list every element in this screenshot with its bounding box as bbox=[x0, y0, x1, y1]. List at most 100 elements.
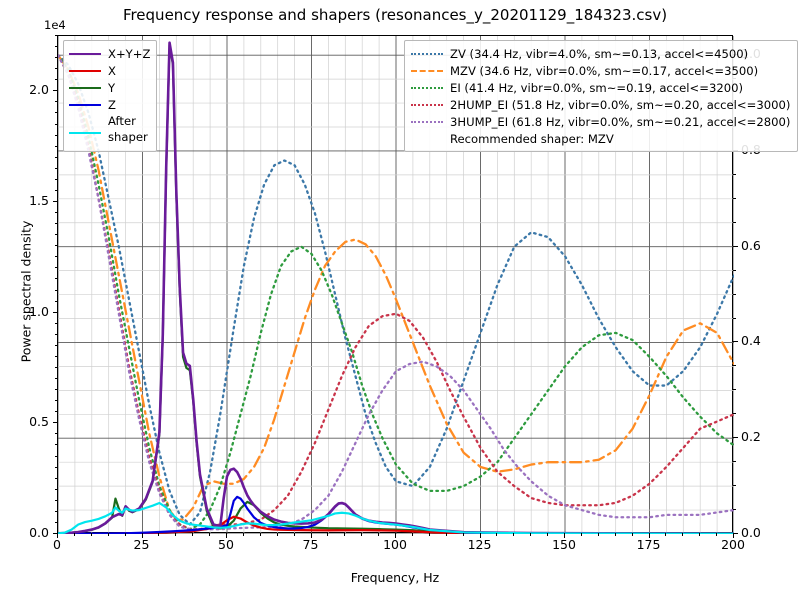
legend-shapers[interactable]: ZV (34.4 Hz, vibr=4.0%, sm~=0.13, accel<… bbox=[404, 40, 799, 152]
shaper-curve-2hump_ei bbox=[58, 54, 734, 531]
tick-mark bbox=[54, 79, 57, 81]
y-axis-right-tick-label: 0.4 bbox=[741, 333, 761, 349]
y-axis-left-tick-label: 0.5 bbox=[29, 414, 49, 430]
legend-swatch-line bbox=[411, 52, 443, 55]
tick-mark bbox=[54, 378, 57, 380]
y-axis-left-tick-label: 0.0 bbox=[29, 525, 49, 540]
legend-swatch-line bbox=[411, 103, 443, 106]
tick-mark bbox=[716, 533, 718, 536]
legend-item[interactable]: X+Y+Z bbox=[69, 45, 150, 62]
tick-mark bbox=[54, 46, 57, 48]
x-axis-title: Frequency, Hz bbox=[350, 570, 440, 585]
legend-item[interactable]: EI (41.4 Hz, vibr=0.0%, sm~=0.19, accel<… bbox=[411, 79, 790, 96]
legend-item-label: Z bbox=[108, 97, 116, 112]
psd-curve-after-shaper bbox=[58, 501, 734, 534]
y-axis-right-tick-label: 0.2 bbox=[741, 429, 761, 445]
shaper-curve-zv bbox=[58, 54, 734, 526]
tick-mark bbox=[597, 533, 599, 536]
tick-mark bbox=[54, 156, 57, 158]
tick-mark bbox=[54, 189, 57, 191]
legend-item-label: X+Y+Z bbox=[108, 46, 151, 61]
tick-mark bbox=[209, 533, 211, 536]
tick-mark bbox=[733, 173, 736, 175]
legend-item-label: EI (41.4 Hz, vibr=0.0%, sm~=0.19, accel<… bbox=[450, 80, 743, 95]
tick-mark bbox=[54, 322, 57, 324]
tick-mark bbox=[54, 389, 57, 391]
tick-mark bbox=[733, 509, 736, 511]
legend-item[interactable]: 2HUMP_EI (51.8 Hz, vibr=0.0%, sm~=0.20, … bbox=[411, 96, 790, 113]
legend-line-swatch bbox=[69, 98, 101, 112]
legend-swatch-line bbox=[69, 52, 101, 55]
x-axis-tick-label: 175 bbox=[636, 537, 661, 552]
tick-mark bbox=[141, 533, 143, 538]
recommended-shaper-note: Recommended shaper: MZV bbox=[411, 130, 790, 147]
tick-mark bbox=[192, 533, 194, 536]
tick-mark bbox=[52, 201, 57, 202]
legend-item[interactable]: After shaper bbox=[69, 113, 150, 147]
tick-mark bbox=[54, 68, 57, 70]
legend-item[interactable]: 3HUMP_EI (61.8 Hz, vibr=0.0%, sm~=0.21, … bbox=[411, 113, 790, 130]
tick-mark bbox=[733, 221, 736, 223]
recommended-shaper-label: Recommended shaper: MZV bbox=[450, 131, 614, 146]
tick-mark bbox=[733, 245, 738, 247]
legend-swatch-line bbox=[411, 86, 443, 89]
tick-mark bbox=[52, 90, 57, 92]
tick-mark bbox=[411, 533, 413, 536]
legend-item[interactable]: MZV (34.6 Hz, vibr=0.0%, sm~=0.17, accel… bbox=[411, 62, 790, 79]
tick-mark bbox=[259, 533, 261, 536]
tick-mark bbox=[54, 367, 57, 368]
legend-item[interactable]: X bbox=[69, 62, 150, 79]
tick-mark bbox=[54, 278, 57, 280]
tick-mark bbox=[54, 488, 57, 490]
legend-swatch-line bbox=[411, 120, 443, 123]
y-axis-exponent-label: 1e4 bbox=[44, 18, 66, 32]
legend-swatch-line bbox=[69, 69, 101, 72]
tick-mark bbox=[733, 461, 736, 463]
tick-mark bbox=[54, 344, 57, 346]
tick-mark bbox=[54, 267, 57, 269]
y-axis-left-tick-label: 1.5 bbox=[29, 193, 49, 208]
tick-mark bbox=[54, 433, 57, 435]
tick-mark bbox=[344, 533, 346, 536]
tick-mark bbox=[530, 533, 532, 536]
tick-mark bbox=[54, 411, 57, 413]
tick-mark bbox=[54, 101, 57, 103]
tick-mark bbox=[54, 400, 57, 402]
legend-swatch-line bbox=[411, 69, 443, 72]
legend-item[interactable]: Z bbox=[69, 96, 150, 113]
x-axis-tick-label: 100 bbox=[383, 537, 407, 552]
tick-mark bbox=[54, 167, 57, 169]
legend-psd[interactable]: X+Y+Z X Y Z After shaper bbox=[63, 40, 158, 152]
legend-line-swatch bbox=[69, 47, 101, 61]
tick-mark bbox=[733, 485, 736, 487]
legend-item[interactable]: Y bbox=[69, 79, 150, 96]
tick-mark bbox=[428, 533, 430, 536]
legend-item-label: ZV (34.4 Hz, vibr=4.0%, sm~=0.13, accel<… bbox=[450, 46, 749, 61]
legend-swatch-line bbox=[69, 103, 101, 106]
tick-mark bbox=[310, 533, 312, 538]
tick-mark bbox=[54, 521, 57, 523]
legend-line-swatch bbox=[69, 126, 101, 140]
tick-mark bbox=[54, 355, 57, 357]
tick-mark bbox=[631, 533, 633, 536]
tick-mark bbox=[648, 533, 650, 538]
y-axis-left-tick-label: 2.0 bbox=[29, 82, 49, 98]
tick-mark bbox=[733, 533, 734, 538]
tick-mark bbox=[445, 533, 447, 536]
tick-mark bbox=[54, 112, 57, 114]
tick-mark bbox=[242, 533, 244, 536]
tick-mark bbox=[124, 533, 126, 536]
tick-mark bbox=[564, 533, 565, 538]
tick-mark bbox=[54, 300, 57, 302]
legend-line-swatch bbox=[411, 115, 443, 129]
legend-swatch-line bbox=[69, 132, 101, 135]
page-title: Frequency response and shapers (resonanc… bbox=[122, 6, 668, 24]
legend-item[interactable]: ZV (34.4 Hz, vibr=4.0%, sm~=0.13, accel<… bbox=[411, 45, 790, 62]
tick-mark bbox=[733, 413, 736, 415]
tick-mark bbox=[54, 178, 57, 180]
legend-line-swatch bbox=[411, 98, 443, 112]
tick-mark bbox=[54, 256, 57, 258]
tick-mark bbox=[733, 341, 738, 343]
tick-mark bbox=[52, 422, 57, 424]
legend-line-swatch bbox=[69, 64, 101, 78]
